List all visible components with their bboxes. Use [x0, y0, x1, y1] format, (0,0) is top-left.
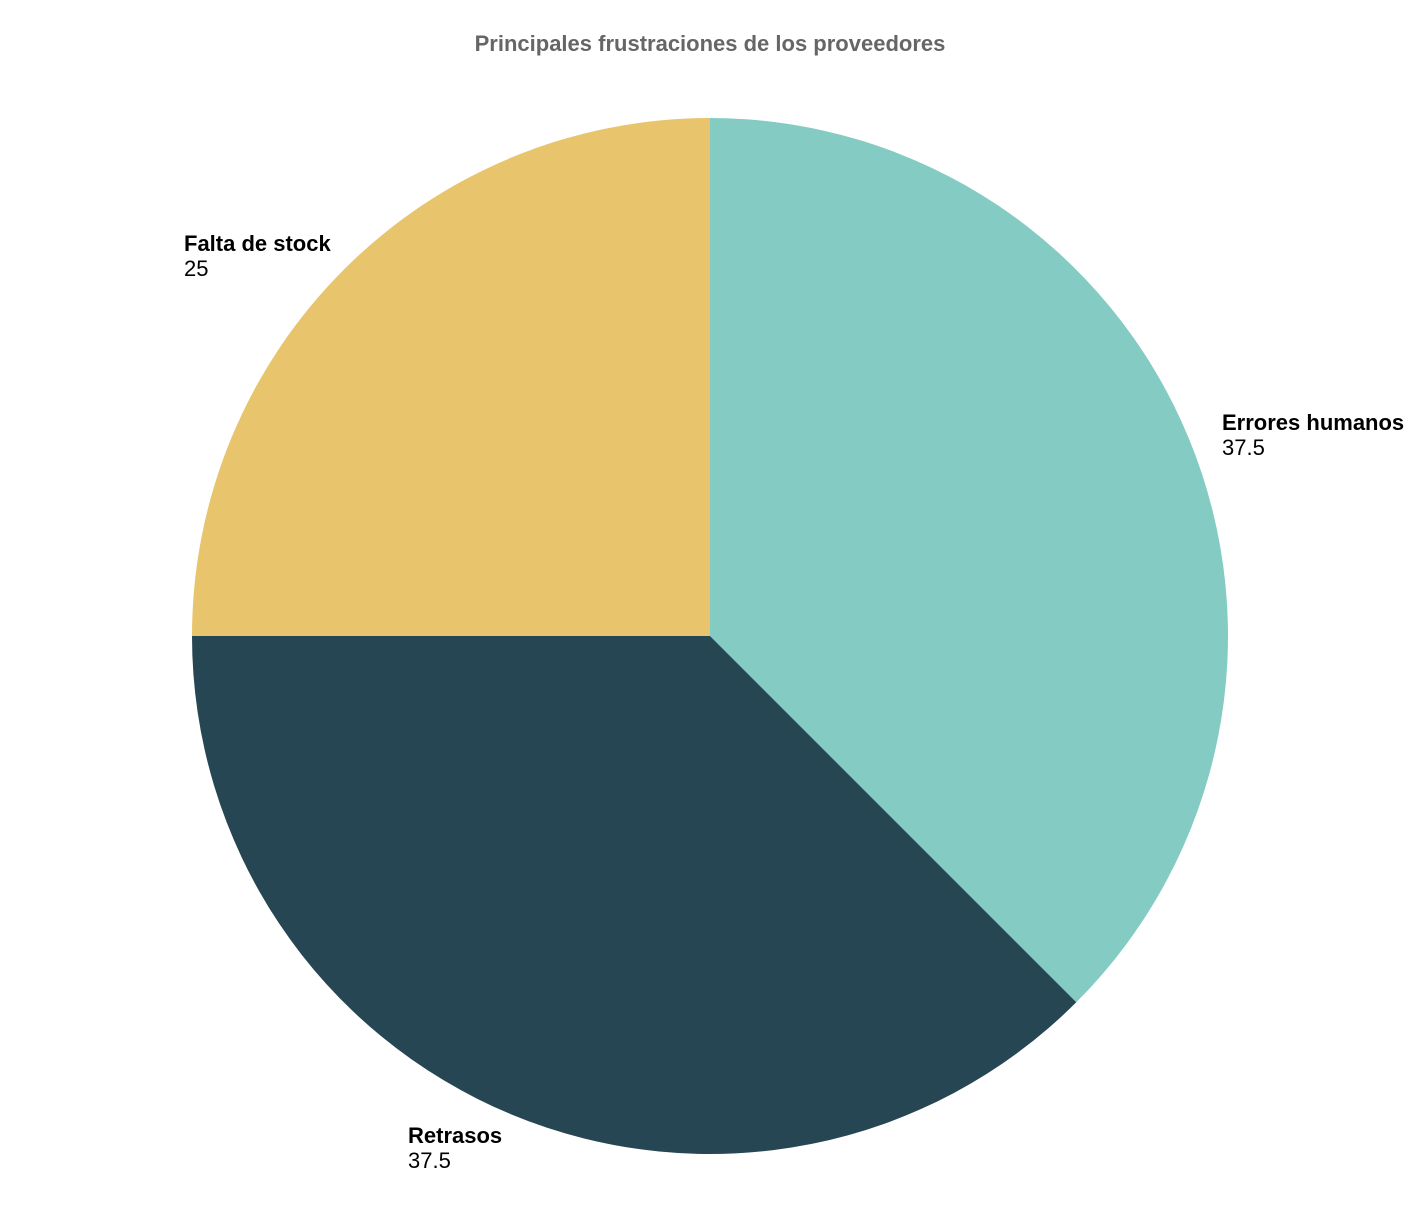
slice-label-falta-de-stock: Falta de stock: [184, 231, 331, 256]
slice-label-errores-humanos: Errores humanos: [1222, 410, 1404, 435]
slice-value-falta-de-stock: 25: [184, 256, 208, 281]
pie-slice-errores-humanos[interactable]: [710, 118, 1229, 1003]
slice-value-errores-humanos: 37.5: [1222, 435, 1265, 460]
pie-slice-falta-de-stock[interactable]: [192, 118, 710, 636]
slice-label-retrasos: Retrasos: [408, 1123, 502, 1148]
slice-value-retrasos: 37.5: [408, 1148, 451, 1173]
pie-slices: [192, 118, 1229, 1155]
chart-title: Principales frustraciones de los proveed…: [475, 31, 946, 56]
pie-slice-retrasos[interactable]: [192, 636, 1077, 1155]
